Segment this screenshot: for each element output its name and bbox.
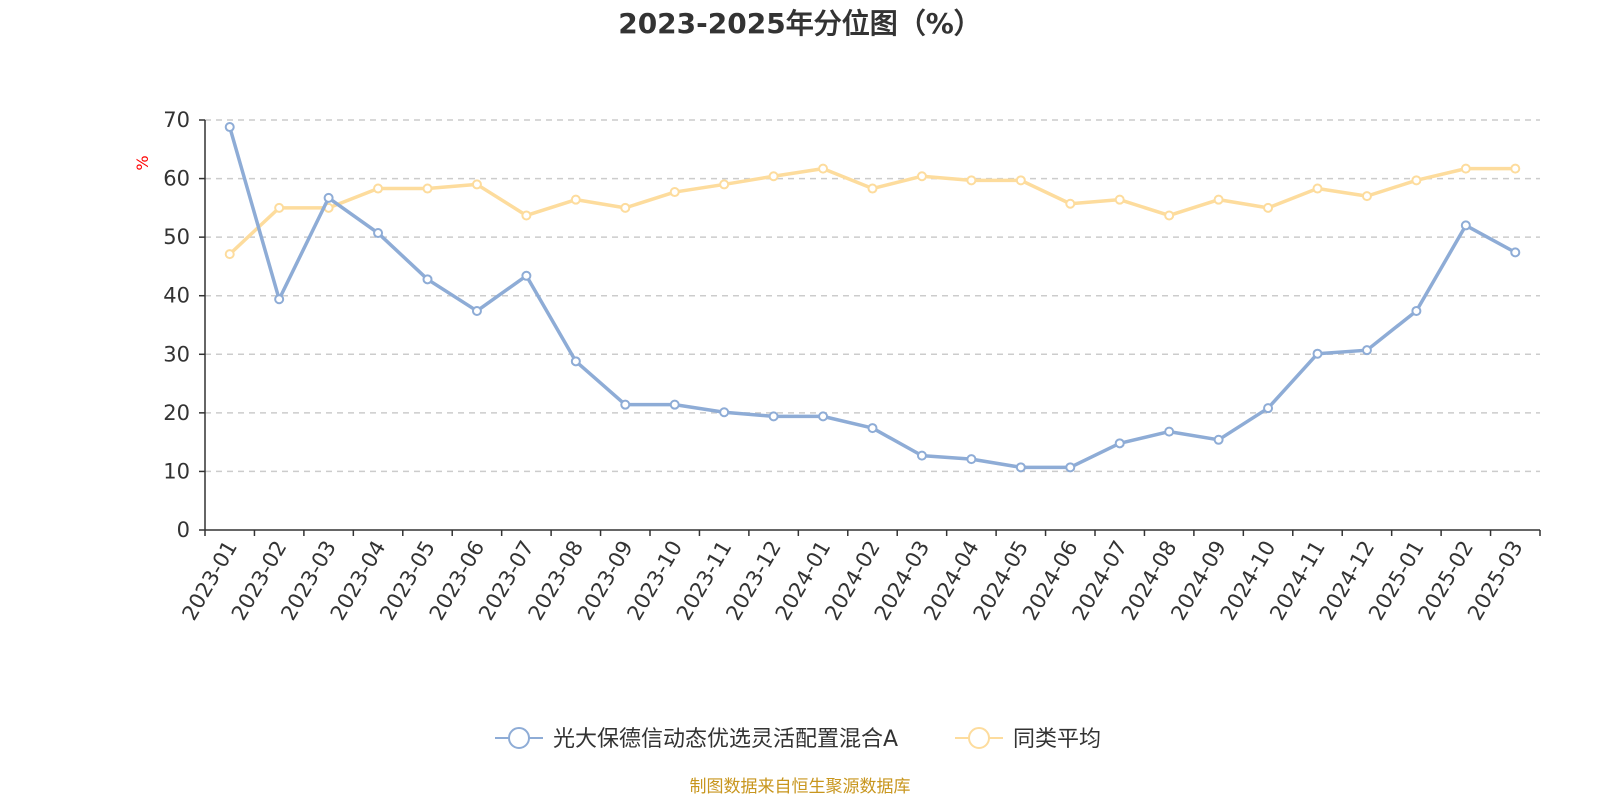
data-point [1411, 305, 1422, 316]
y-tick-label: 60 [163, 167, 190, 191]
data-point [1460, 220, 1471, 231]
data-point [1213, 194, 1224, 205]
data-point [422, 274, 433, 285]
data-point [471, 179, 482, 190]
y-tick-label: 0 [177, 518, 190, 542]
data-point [471, 305, 482, 316]
y-tick-label: 70 [163, 108, 190, 132]
y-tick-label: 30 [163, 342, 190, 366]
data-point [224, 122, 235, 133]
data-point [1460, 163, 1471, 174]
data-point [373, 183, 384, 194]
data-point [818, 163, 829, 174]
data-point [768, 411, 779, 422]
legend-marker [508, 727, 530, 749]
data-point [1114, 438, 1125, 449]
data-point [1312, 183, 1323, 194]
data-point [1164, 210, 1175, 221]
y-tick-label: 10 [163, 459, 190, 483]
data-point [1361, 191, 1372, 202]
y-axis-unit: % [133, 155, 152, 170]
data-point [1263, 202, 1274, 213]
data-point [1411, 175, 1422, 186]
data-point [1213, 434, 1224, 445]
data-point [620, 399, 631, 410]
data-point [768, 171, 779, 182]
y-tick-label: 20 [163, 401, 190, 425]
data-point [867, 423, 878, 434]
data-point [719, 407, 730, 418]
data-point [818, 411, 829, 422]
data-point [1510, 247, 1521, 258]
y-tick-label: 50 [163, 225, 190, 249]
data-point [521, 210, 532, 221]
data-point [966, 175, 977, 186]
data-point [1164, 426, 1175, 437]
data-point [916, 171, 927, 182]
data-point [1510, 163, 1521, 174]
y-tick-label: 40 [163, 284, 190, 308]
y-axis-ticks: 0 10 20 30 40 50 60 70 [163, 108, 205, 542]
data-point [867, 183, 878, 194]
x-axis-ticks: 2023-012023-022023-032023-042023-052023-… [177, 530, 1541, 624]
legend-label: 光大保德信动态优选灵活配置混合A [553, 727, 898, 752]
legend-marker [968, 727, 990, 749]
legend-label: 同类平均 [1013, 727, 1101, 752]
data-point [1065, 462, 1076, 473]
data-point [274, 294, 285, 305]
data-source-note: 制图数据来自恒生聚源数据库 [690, 777, 911, 797]
data-point [1015, 175, 1026, 186]
data-point [373, 228, 384, 239]
grid-lines [205, 119, 1540, 473]
data-point [966, 454, 977, 465]
data-point [669, 399, 680, 410]
data-point [570, 194, 581, 205]
chart-title: 2023-2025年分位图（%） [618, 7, 982, 40]
data-point [1361, 345, 1372, 356]
data-point [224, 249, 235, 260]
data-point [1065, 198, 1076, 209]
data-point [521, 270, 532, 281]
axes [204, 120, 1540, 531]
data-point [669, 187, 680, 198]
data-point [1263, 403, 1274, 414]
data-point [1114, 194, 1125, 205]
data-point [274, 202, 285, 213]
data-point [1312, 348, 1323, 359]
data-point [620, 202, 631, 213]
series-layer [224, 122, 1521, 473]
data-point [422, 183, 433, 194]
series-line [228, 166, 1516, 256]
data-point [719, 179, 730, 190]
series-line [228, 126, 1517, 470]
legend: 光大保德信动态优选灵活配置混合A 同类平均 [495, 727, 1101, 752]
data-point [916, 450, 927, 461]
data-point [570, 356, 581, 367]
data-point [1015, 462, 1026, 473]
data-point [323, 192, 334, 203]
